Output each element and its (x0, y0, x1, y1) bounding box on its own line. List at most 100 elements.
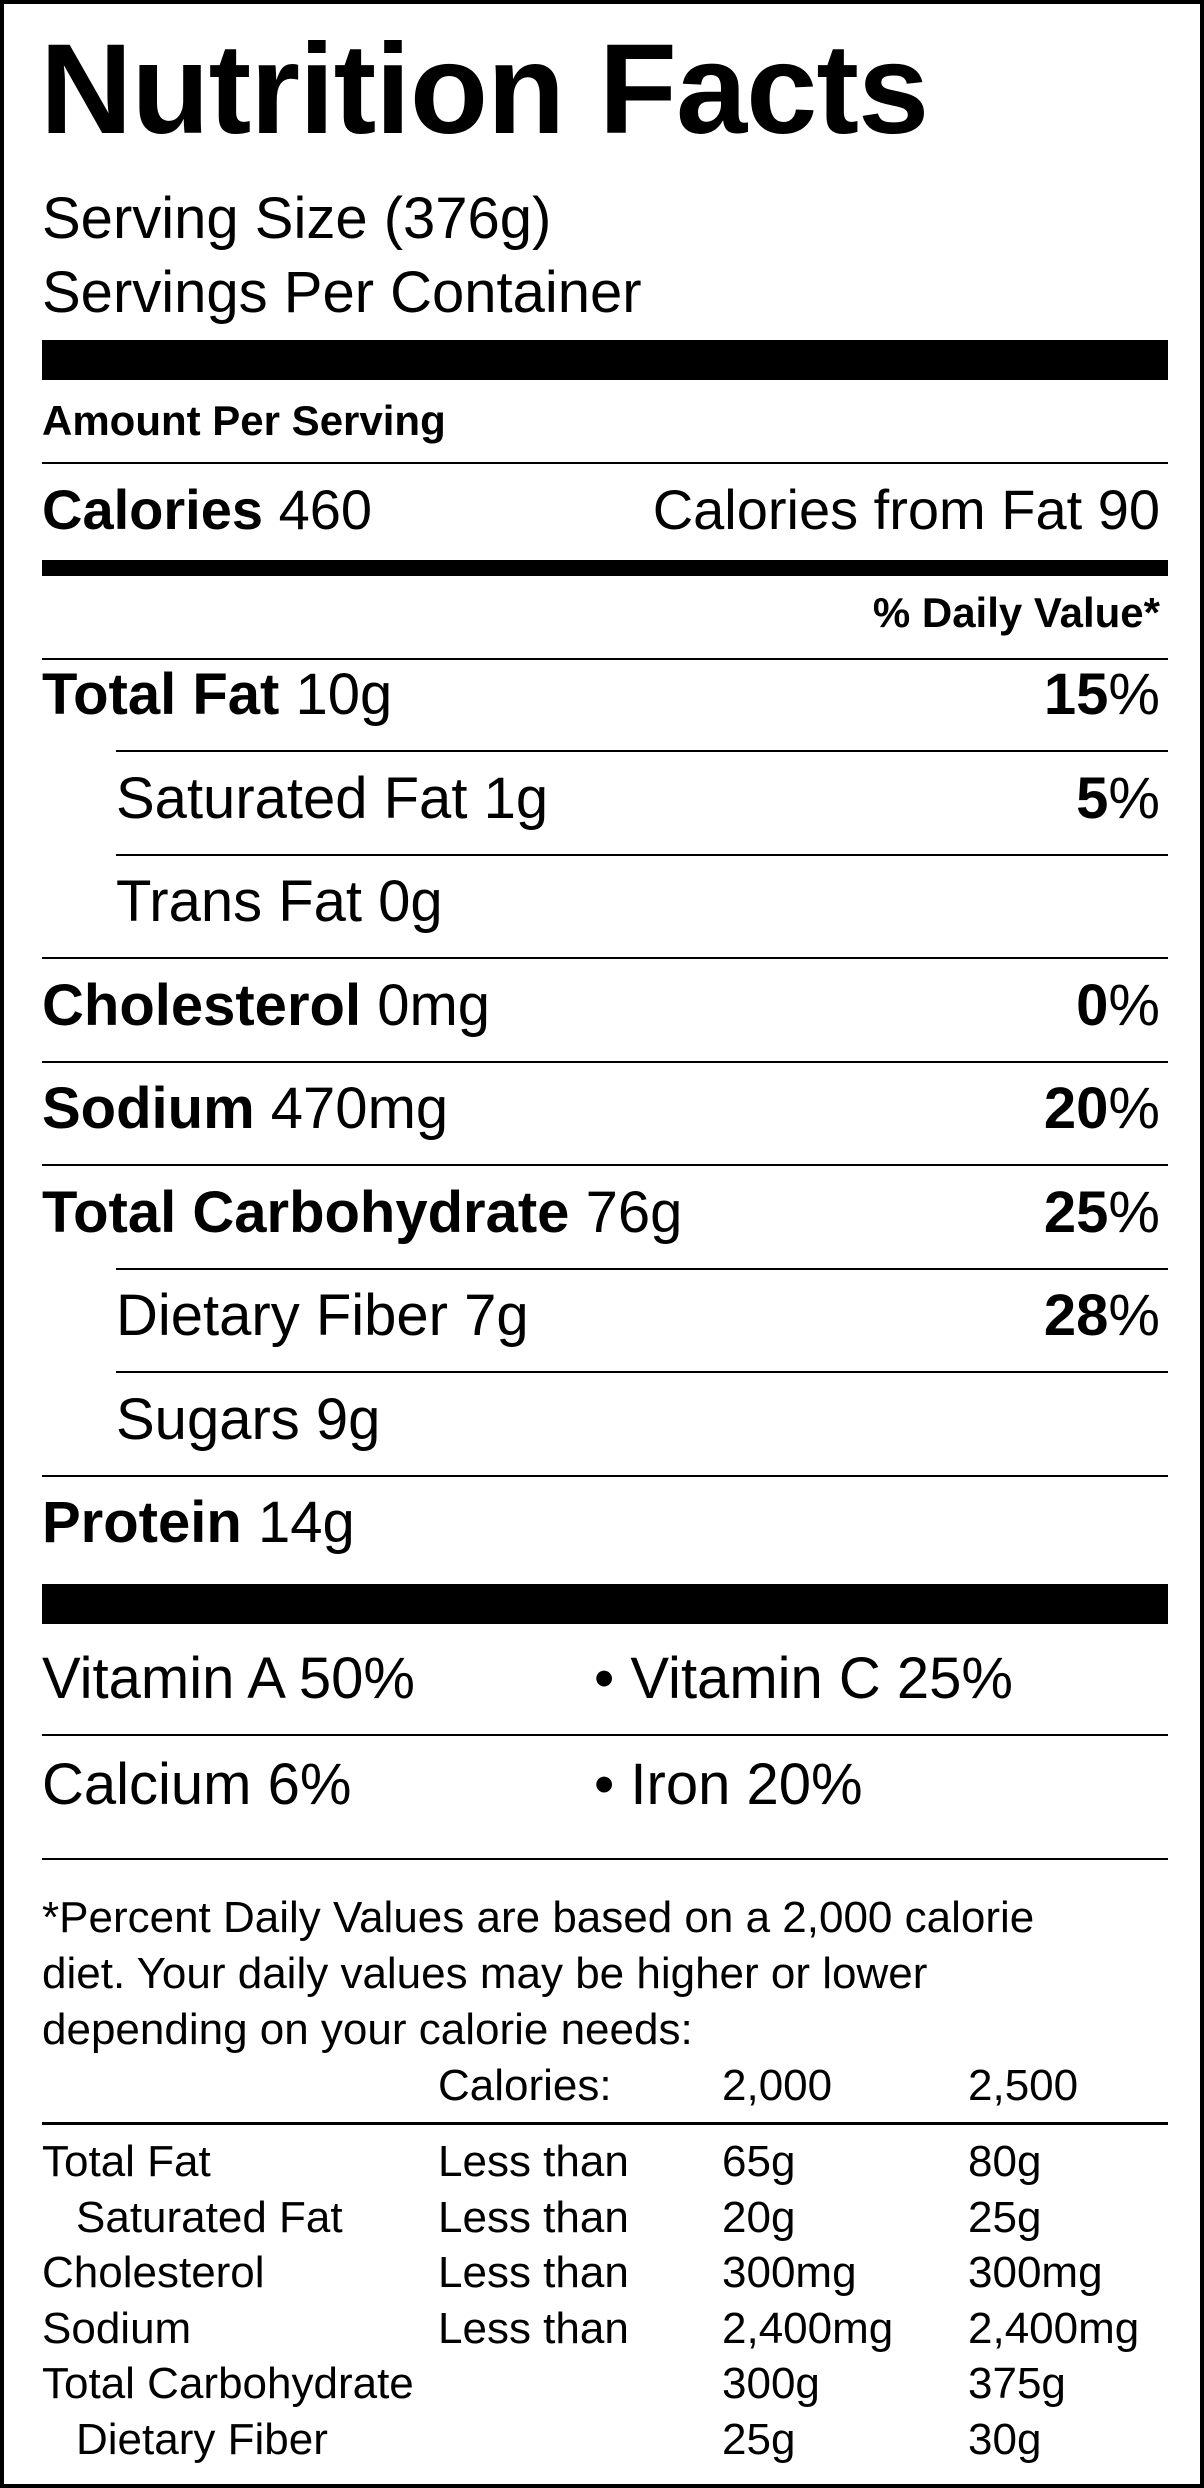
nutrient-label: Total Fat (42, 662, 280, 727)
ref-value-2000: 2,400mg (722, 2303, 894, 2353)
divider (42, 1858, 1168, 1860)
ref-value-2000: 300mg (722, 2248, 857, 2297)
vitamin-a: Vitamin A 50% (42, 1646, 415, 1711)
nutrient-daily-value: 15% (1044, 666, 1160, 724)
footnote-line-2: diet. Your daily values may be higher or… (42, 1949, 928, 1998)
calcium: Calcium 6% (42, 1752, 352, 1817)
calories-value: 460 (278, 478, 372, 541)
calories-label: Calories (42, 478, 263, 541)
nutrient-daily-value: 5% (1076, 769, 1160, 828)
vitamin-c: • Vitamin C 25% (594, 1646, 1013, 1711)
nutrient-amount: 10g (295, 662, 393, 727)
nutrient-label: Saturated Fat (116, 765, 468, 831)
nutrient-amount: 9g (315, 1386, 381, 1452)
ref-value-2000: 300g (722, 2359, 820, 2408)
ref-header-label: Calories: (438, 2061, 612, 2110)
nutrient-label: Total Carbohydrate (42, 1179, 570, 1245)
ref-nutrient: Sodium (42, 2303, 192, 2353)
nutrient-divider (42, 1060, 1168, 1063)
nutrient-daily-value: 0% (1076, 976, 1160, 1035)
nutrient-label: Dietary Fiber (116, 1283, 448, 1348)
nutrient-amount: 470mg (270, 1076, 449, 1141)
ref-value-2500: 30g (968, 2414, 1042, 2464)
percent-sign: % (1108, 972, 1160, 1038)
nutrient-amount: 0mg (377, 972, 491, 1038)
medium-divider (42, 560, 1168, 576)
daily-value-number: 28 (1043, 1283, 1109, 1348)
percent-sign: % (1108, 1283, 1160, 1348)
nutrient-row: Dietary Fiber 7g (116, 1287, 529, 1345)
ref-value-2500: 80g (968, 2137, 1042, 2186)
ref-value-2500: 25g (968, 2192, 1042, 2242)
nutrient-amount: 0g (378, 869, 443, 934)
percent-sign: % (1108, 1179, 1160, 1245)
nutrient-row: Total Fat 10g (42, 666, 392, 724)
ref-nutrient: Total Carbohydrate (42, 2359, 414, 2408)
servings-per-container: Servings Per Container (42, 260, 642, 325)
nutrient-divider (116, 1371, 1168, 1373)
ref-value-2000: 65g (722, 2137, 796, 2186)
ref-limit: Less than (438, 2303, 629, 2353)
nutrient-label: Trans Fat (116, 869, 363, 934)
nutrient-label: Sodium (42, 1076, 255, 1141)
nutrient-daily-value: 20% (1044, 1080, 1160, 1138)
ref-value-2500: 2,400mg (968, 2303, 1140, 2353)
ref-limit: Less than (438, 2137, 629, 2186)
ref-value-2000: 20g (722, 2192, 796, 2242)
amount-per-serving: Amount Per Serving (42, 397, 446, 444)
daily-value-number: 0 (1076, 972, 1109, 1038)
ref-value-2500: 300mg (968, 2248, 1103, 2297)
nutrient-daily-value: 28% (1044, 1287, 1160, 1345)
nutrient-divider (116, 1267, 1168, 1270)
nutrient-amount: 14g (257, 1490, 355, 1555)
nutrient-amount: 76g (585, 1179, 683, 1245)
daily-value-number: 25 (1043, 1179, 1109, 1245)
nutrient-label: Protein (42, 1490, 242, 1555)
calories-from-fat: Calories from Fat 90 (652, 478, 1160, 541)
nutrient-row: Protein 14g (42, 1494, 355, 1552)
nutrient-row: Total Carbohydrate 76g (42, 1183, 682, 1242)
percent-sign: % (1108, 662, 1160, 727)
ref-table-divider (42, 2122, 1168, 2125)
divider (42, 462, 1168, 464)
thick-divider (42, 340, 1168, 380)
ref-nutrient: Dietary Fiber (76, 2414, 328, 2464)
ref-header-2500: 2,500 (968, 2061, 1079, 2110)
nutrient-label: Sugars (116, 1386, 300, 1452)
daily-value-number: 20 (1043, 1076, 1109, 1141)
ref-value-2500: 375g (968, 2359, 1066, 2408)
footnote-line-3: depending on your calorie needs: (42, 2005, 693, 2054)
divider (42, 1734, 1168, 1736)
nutrient-amount: 1g (483, 765, 549, 831)
calories-row: Calories 460 (42, 482, 372, 538)
divider (42, 658, 1168, 660)
daily-value-header: % Daily Value* (872, 589, 1160, 636)
nutrient-divider (116, 750, 1168, 752)
label-title: Nutrition Facts (40, 18, 929, 161)
serving-size: Serving Size (376g) (42, 186, 552, 251)
ref-limit: Less than (438, 2192, 629, 2242)
ref-value-2000: 25g (722, 2414, 796, 2464)
nutrient-label: Cholesterol (42, 972, 362, 1038)
nutrient-amount: 7g (464, 1283, 529, 1348)
nutrient-divider (116, 853, 1168, 856)
nutrient-row: Cholesterol 0mg (42, 976, 490, 1035)
nutrient-row: Sugars 9g (116, 1390, 380, 1449)
ref-limit: Less than (438, 2248, 629, 2297)
ref-nutrient: Cholesterol (42, 2248, 265, 2297)
nutrient-daily-value: 25% (1044, 1183, 1160, 1242)
iron: • Iron 20% (594, 1752, 863, 1817)
daily-value-number: 15 (1043, 662, 1109, 727)
nutrient-divider (42, 1164, 1168, 1166)
ref-nutrient: Total Fat (42, 2137, 211, 2186)
nutrient-row: Trans Fat 0g (116, 873, 443, 931)
nutrient-divider (42, 1474, 1168, 1477)
percent-sign: % (1108, 765, 1160, 831)
ref-header-2000: 2,000 (722, 2061, 833, 2110)
nutrient-row: Saturated Fat 1g (116, 769, 548, 828)
thick-divider-vitamins (42, 1584, 1168, 1624)
nutrient-divider (42, 957, 1168, 959)
ref-nutrient: Saturated Fat (76, 2192, 343, 2242)
daily-value-number: 5 (1076, 765, 1109, 831)
